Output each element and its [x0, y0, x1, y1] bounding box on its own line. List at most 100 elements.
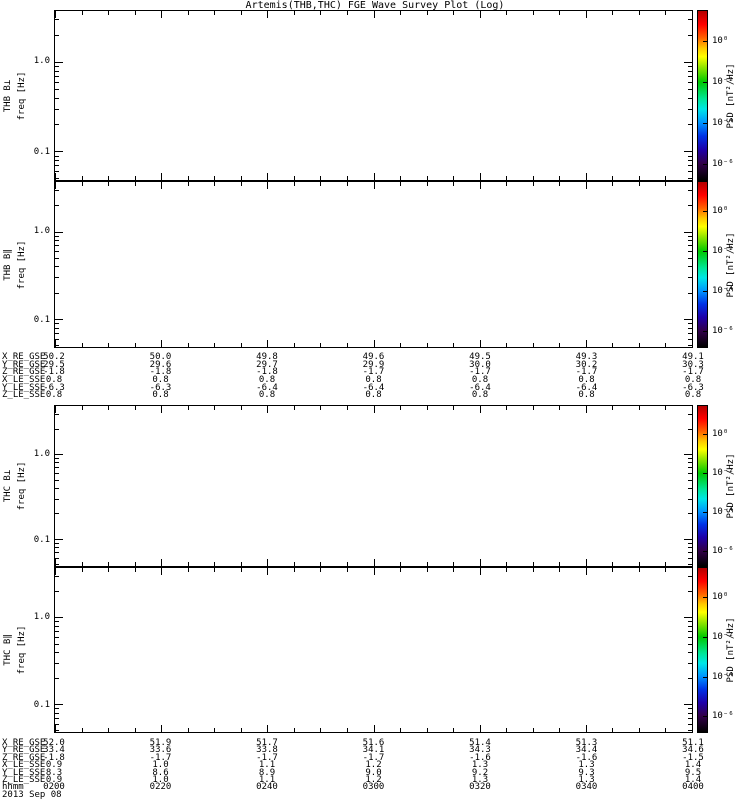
colorbar-tick	[703, 81, 707, 83]
x-minor-tick	[559, 182, 560, 186]
ephemeris-value: -6.4	[575, 383, 598, 393]
x-minor-tick	[400, 182, 401, 186]
x-minor-tick	[427, 182, 428, 186]
time-tick-label: 0300	[362, 782, 385, 792]
x-minor-tick	[665, 176, 666, 180]
y-minor-tick	[688, 513, 692, 514]
y-minor-tick	[55, 429, 59, 430]
x-minor-tick	[241, 11, 242, 15]
ephemeris-value: -1.6	[469, 753, 491, 763]
ephemeris-value: 34.6	[682, 745, 704, 755]
x-major-tick	[480, 11, 481, 18]
spectrogram-panel-thc-bperp	[54, 405, 693, 567]
x-minor-tick	[639, 406, 640, 410]
x-minor-tick	[82, 182, 83, 186]
colorbar-tick	[703, 550, 707, 552]
y-minor-tick	[688, 98, 692, 99]
y-minor-tick	[55, 576, 59, 577]
colorbar-tick	[703, 291, 707, 293]
x-minor-tick	[665, 562, 666, 566]
x-minor-tick	[559, 11, 560, 15]
y-minor-tick	[688, 339, 692, 340]
x-major-tick	[586, 406, 587, 413]
x-major-tick	[692, 568, 693, 575]
colorbar-tick-label: 10⁻²	[712, 76, 734, 87]
x-major-tick	[692, 11, 693, 18]
x-minor-tick	[347, 182, 348, 186]
colorbar-tick-label: 10⁻⁶	[712, 711, 734, 722]
y-minor-tick	[55, 251, 59, 252]
x-minor-tick	[427, 11, 428, 15]
y-tick-label: 1.0	[33, 448, 50, 459]
y-minor-tick	[55, 205, 59, 206]
ephemeris-value: 9.0	[365, 768, 382, 778]
x-minor-tick	[665, 406, 666, 410]
spectrogram-panel-thb-bpar	[54, 181, 693, 348]
plot-title: Artemis(THB,THC) FGE Wave Survey Plot (L…	[245, 0, 505, 11]
y-minor-tick	[55, 178, 59, 179]
x-minor-tick	[533, 176, 534, 180]
y-tick-label: 1.0	[33, 611, 50, 622]
x-minor-tick	[294, 11, 295, 15]
y-minor-tick	[688, 480, 692, 481]
ephemeris-row-label: Y_RE_GSE	[2, 745, 46, 755]
ephemeris-value: -1.7	[362, 753, 385, 763]
y-minor-tick	[688, 190, 692, 191]
y-minor-tick	[55, 730, 59, 731]
ephemeris-row-label: X_RE_GSE	[2, 738, 46, 748]
x-minor-tick	[533, 728, 534, 732]
x-major-tick	[55, 406, 56, 413]
x-minor-tick	[320, 182, 321, 186]
x-minor-tick	[506, 562, 507, 566]
time-tick-label: 0320	[469, 782, 491, 792]
colorbar-tick-label: 10⁻²	[712, 631, 734, 642]
x-minor-tick	[82, 562, 83, 566]
x-major-tick	[586, 340, 587, 347]
x-major-tick	[374, 182, 375, 189]
ephemeris-value: 1.3	[578, 775, 595, 785]
x-major-tick	[692, 559, 693, 566]
colorbar-tick-label: 10⁻²	[712, 468, 734, 479]
y-major-tick	[684, 151, 692, 152]
y-major-tick	[684, 319, 692, 320]
time-tick-label: 0220	[149, 782, 172, 792]
x-major-tick	[55, 182, 56, 189]
x-major-tick	[267, 340, 268, 347]
y-minor-tick	[688, 165, 692, 166]
x-minor-tick	[665, 343, 666, 347]
ephemeris-value: 51.3	[575, 738, 598, 748]
y-minor-tick	[55, 76, 59, 77]
ephemeris-value: 8.9	[258, 768, 276, 778]
y-major-tick	[55, 319, 63, 320]
panel-ylabel: THB B∥	[3, 248, 13, 281]
x-minor-tick	[135, 182, 136, 186]
ephemeris-row-label: Y_LE_SSE	[2, 768, 46, 778]
y-minor-tick	[55, 190, 59, 191]
ephemeris-value: 29.9	[362, 360, 385, 370]
x-minor-tick	[347, 568, 348, 572]
colorbar-tick-label: 10⁰	[712, 591, 729, 602]
x-major-tick	[374, 173, 375, 180]
ephemeris-value: 51.1	[682, 738, 704, 748]
ephemeris-value: -6.3	[43, 383, 65, 393]
y-minor-tick	[688, 564, 692, 565]
y-major-tick	[55, 232, 63, 233]
x-minor-tick	[400, 728, 401, 732]
y-minor-tick	[55, 323, 59, 324]
y-minor-tick	[55, 591, 59, 592]
ephemeris-value: 33.8	[256, 745, 278, 755]
x-minor-tick	[665, 568, 666, 572]
y-major-tick	[684, 704, 692, 705]
x-major-tick	[267, 182, 268, 189]
x-minor-tick	[320, 176, 321, 180]
x-minor-tick	[612, 182, 613, 186]
y-minor-tick	[55, 160, 59, 161]
colorbar-tick-label: 10⁻⁶	[712, 545, 734, 556]
x-major-tick	[692, 406, 693, 413]
colorbar-tick	[703, 434, 707, 436]
x-minor-tick	[108, 343, 109, 347]
x-minor-tick	[135, 406, 136, 410]
x-minor-tick	[559, 343, 560, 347]
x-minor-tick	[82, 176, 83, 180]
x-minor-tick	[453, 406, 454, 410]
